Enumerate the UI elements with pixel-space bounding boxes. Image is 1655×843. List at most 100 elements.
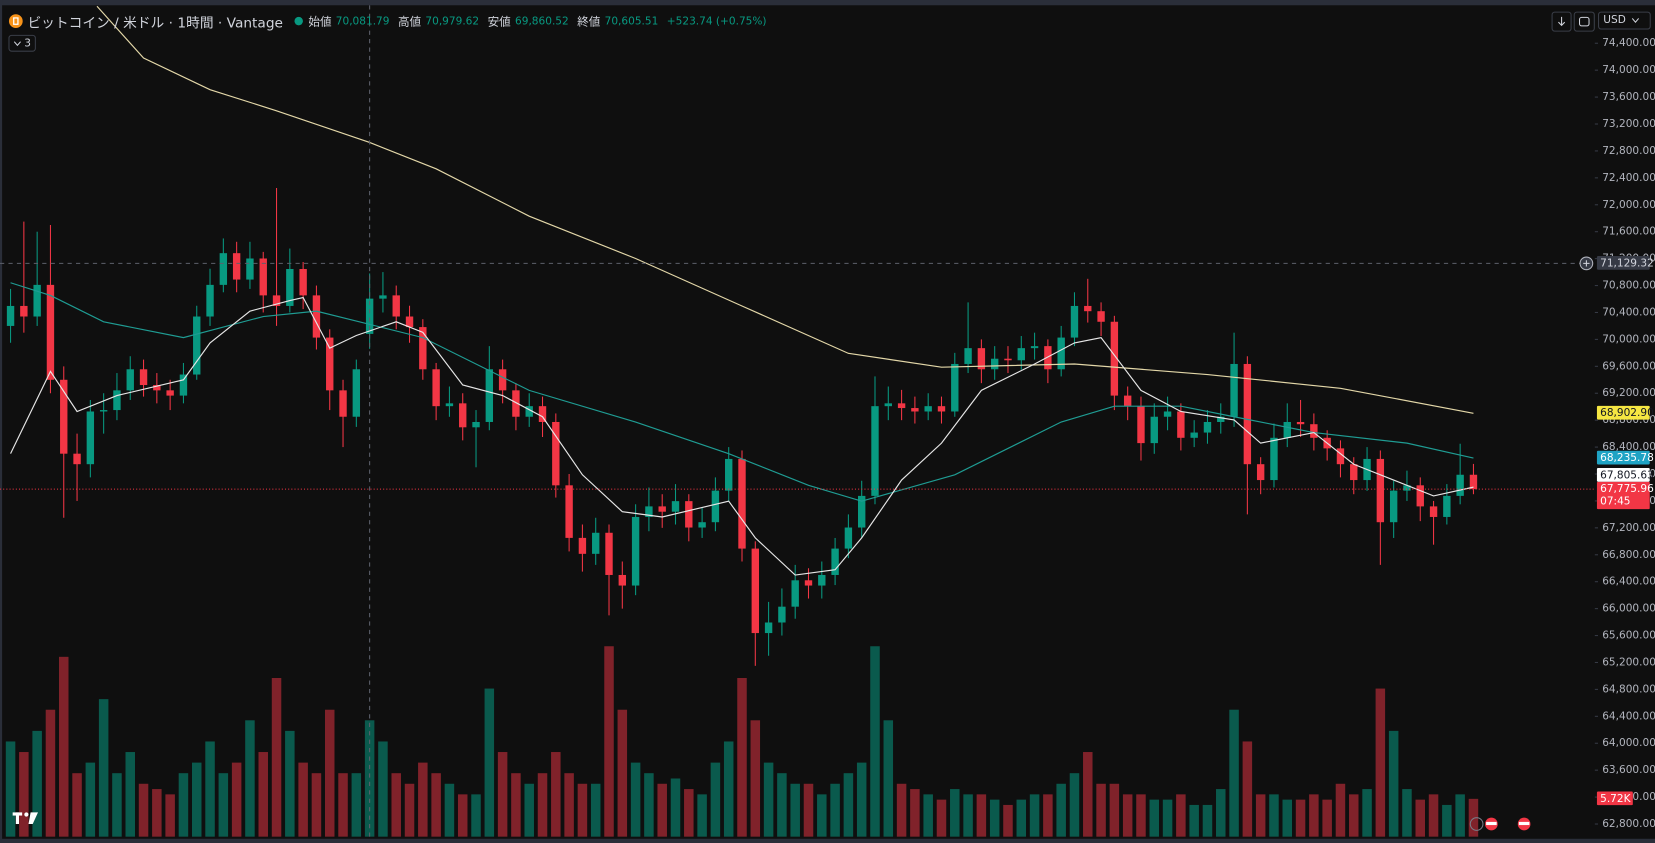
volume-bar: [1003, 804, 1013, 837]
y-tick-label: 62,800.00: [1602, 818, 1655, 830]
candle-body: [1389, 490, 1398, 523]
candle-body: [1084, 305, 1092, 312]
candle-body: [1057, 337, 1065, 370]
volume-bar: [1189, 804, 1199, 837]
volume-bar: [963, 794, 973, 837]
low-value: 69,860.52: [515, 15, 569, 27]
candle-body: [219, 253, 228, 285]
volume-bar: [910, 789, 920, 837]
indicator-toggle[interactable]: 3: [8, 34, 37, 52]
volume-bar: [1282, 799, 1293, 837]
candle-body: [352, 369, 361, 417]
currency-select[interactable]: USD: [1597, 11, 1651, 30]
candle-body: [365, 298, 374, 334]
candle-body: [272, 295, 281, 306]
y-tick-label: 64,800.00: [1602, 683, 1655, 695]
volume-bar: [245, 720, 255, 837]
candle-body: [6, 305, 15, 326]
volume-bar: [311, 773, 322, 837]
volume-bar: [1202, 804, 1213, 837]
market-status: [294, 16, 304, 26]
volume-bar: [551, 752, 561, 837]
candle-body: [1283, 421, 1291, 438]
y-tick-label: 70,000.00: [1602, 333, 1655, 345]
candle-body: [512, 390, 520, 417]
y-tick-label: 68,800.00: [1602, 414, 1655, 426]
y-tick-label: 70,800.00: [1602, 280, 1655, 292]
candle-body: [552, 421, 560, 486]
candle-body: [139, 369, 148, 386]
volume-bar: [364, 720, 375, 837]
volume-bar: [723, 741, 734, 837]
volume-bar: [1415, 799, 1426, 837]
candle-body: [259, 258, 267, 296]
y-tick-label: 68,400.00: [1602, 441, 1655, 453]
y-tick-label: 65,200.00: [1602, 656, 1655, 668]
volume-bar: [883, 720, 894, 837]
price-label: 71,129.32: [1600, 257, 1654, 269]
volume-bar: [1149, 799, 1160, 837]
volume-bar: [803, 783, 814, 837]
volume-bar: [338, 773, 348, 837]
y-tick-label: 72,800.00: [1602, 145, 1655, 157]
y-tick-label: 69,600.00: [1602, 360, 1655, 372]
candle-body: [804, 580, 813, 586]
candle-body: [778, 606, 786, 623]
candle-body: [924, 406, 932, 412]
countdown: 07:45: [1600, 496, 1630, 508]
moving-average-line: [10, 296, 1474, 576]
volume-bar: [989, 799, 1000, 837]
volume-bar: [125, 752, 135, 837]
candle-body: [33, 284, 41, 317]
volume-bar: [165, 794, 175, 837]
candle-body: [445, 403, 454, 407]
candle-body: [1070, 305, 1079, 338]
candle-body: [46, 284, 55, 380]
y-tick-label: 70,400.00: [1602, 306, 1655, 318]
volume-bar: [32, 730, 42, 837]
candle-body: [166, 390, 174, 396]
price-label-box: [1596, 481, 1650, 510]
volume-bar: [457, 794, 468, 837]
volume-bar: [1388, 730, 1399, 837]
volume-bar: [670, 778, 681, 837]
download-button[interactable]: [1551, 11, 1572, 32]
volume-bar: [218, 773, 229, 837]
legend: ビットコイン / 米ドル · 1時間 · Vantage 始値 70,081.79…: [8, 12, 770, 31]
y-tick-label: 67,200.00: [1602, 522, 1655, 534]
volume-bar: [856, 762, 867, 837]
candle-body: [725, 458, 733, 491]
candle-body: [232, 253, 241, 280]
candle-body: [299, 268, 307, 296]
candle-body: [1004, 358, 1012, 361]
candle-body: [1310, 424, 1318, 438]
candle-body: [1217, 416, 1225, 422]
candle-body: [1429, 506, 1438, 517]
volume-bar: [617, 709, 628, 837]
volume-bar: [324, 709, 335, 837]
refresh-button[interactable]: [1573, 11, 1595, 32]
bottom-border: [0, 838, 1655, 843]
candle-body: [565, 485, 573, 538]
volume-bar: [138, 783, 149, 837]
symbol-title[interactable]: ビットコイン / 米ドル · 1時間 · Vantage: [27, 15, 284, 32]
candle-body: [485, 369, 494, 422]
candle-body: [1190, 432, 1198, 438]
volume-bar: [830, 783, 840, 837]
volume-bar: [431, 773, 441, 837]
candle-body: [392, 295, 400, 317]
candle-body: [538, 406, 547, 422]
price-label-box: [1596, 255, 1650, 270]
candle-body: [578, 537, 587, 554]
bottom-icons[interactable]: [1469, 817, 1531, 831]
volume-bar: [737, 677, 747, 837]
left-border: [0, 0, 3, 843]
candle-body: [711, 490, 720, 523]
y-tick-label: 73,200.00: [1602, 118, 1655, 130]
volume-bar: [497, 752, 508, 837]
volume-bar: [391, 773, 401, 837]
candle-body: [525, 406, 533, 417]
